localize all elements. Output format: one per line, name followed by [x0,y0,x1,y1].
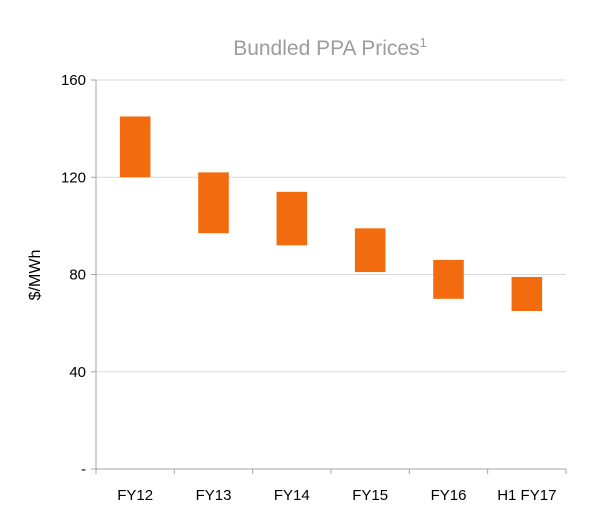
range-bar [354,228,386,273]
x-tick-label: H1 FY17 [497,487,556,504]
y-tick-labels: - 40 80 120 160 [61,72,86,478]
x-tick-label: FY16 [431,487,467,504]
range-bar [119,116,151,178]
chart-title-superscript: 1 [420,35,427,50]
x-tick-labels: FY12 FY13 FY14 FY15 FY16 H1 FY17 [117,487,556,504]
chart-title: Bundled PPA Prices1 [233,35,427,60]
y-tick-label: 40 [69,364,86,381]
chart-title-text: Bundled PPA Prices [233,37,419,60]
range-bar [433,259,464,299]
x-tick-label: FY13 [196,487,232,504]
y-axis-label: $/MWh [27,250,44,301]
x-tick-label: FY15 [352,487,388,504]
gridlines [96,79,566,373]
range-bar [511,276,543,311]
x-tick-label: FY12 [117,487,153,504]
axes [91,79,567,474]
bars [119,116,543,311]
range-bar [198,172,229,234]
y-tick-label: 120 [61,169,86,186]
range-bar [276,191,308,246]
y-tick-label: - [81,461,86,478]
y-tick-label: 160 [61,72,86,89]
x-tick-label: FY14 [274,487,310,504]
y-tick-label: 80 [69,267,86,284]
